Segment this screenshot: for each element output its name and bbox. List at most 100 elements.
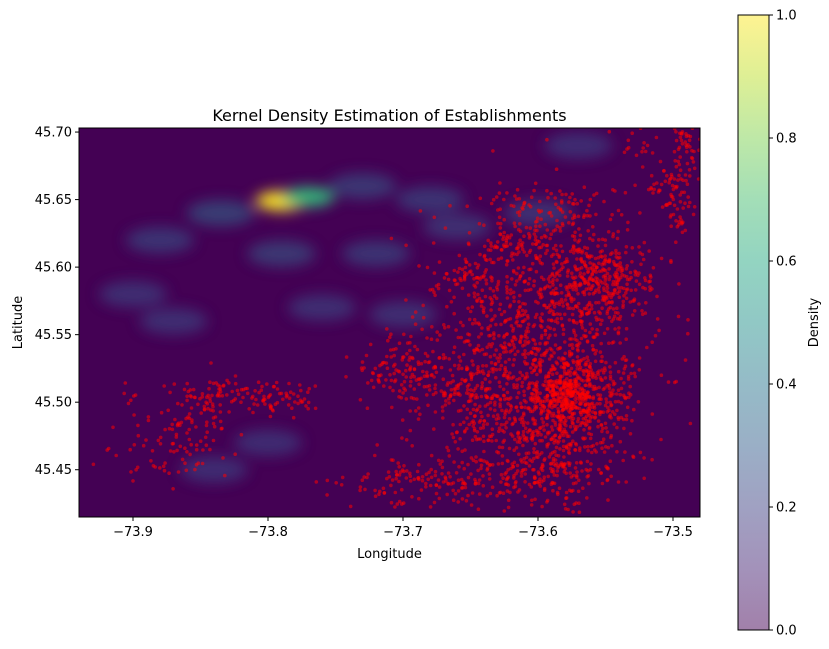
establishment-point [523,426,528,431]
establishment-point [545,416,550,420]
establishment-point [659,373,664,378]
establishment-point [391,388,395,393]
establishment-point [485,258,489,263]
establishment-point [516,391,521,395]
establishment-point [426,477,431,482]
establishment-point [625,282,629,287]
establishment-point [583,281,587,286]
establishment-point [530,261,535,266]
establishment-point [537,245,541,250]
establishment-point [551,229,556,233]
establishment-point [625,264,629,268]
establishment-point [534,242,539,246]
establishment-point [429,337,434,342]
establishment-point [420,478,425,483]
establishment-point [241,395,245,400]
establishment-point [531,346,536,351]
establishment-point [686,318,690,322]
establishment-point [183,446,187,451]
establishment-point [415,347,420,352]
establishment-point [486,413,490,418]
establishment-point [548,280,552,284]
establishment-point [561,448,566,453]
establishment-point [554,360,559,365]
establishment-point [525,253,529,258]
establishment-point [465,426,469,431]
establishment-point [624,417,629,422]
establishment-point [394,476,399,481]
establishment-point [502,217,507,222]
establishment-point [610,293,615,297]
establishment-point [549,368,554,372]
establishment-point [533,422,538,426]
establishment-point [607,300,611,304]
establishment-point [604,360,608,365]
establishment-point [576,247,581,252]
establishment-point [577,510,582,514]
establishment-point [492,353,497,357]
establishment-point [507,397,511,402]
establishment-point [578,271,583,275]
establishment-point [659,437,663,442]
establishment-point [377,492,381,497]
establishment-point [585,213,590,218]
establishment-point [444,479,448,483]
establishment-point [287,396,292,401]
establishment-point [602,286,606,290]
establishment-point [549,353,553,358]
establishment-point [218,419,223,424]
establishment-point [432,500,437,505]
establishment-point [505,390,510,395]
establishment-point [580,469,584,473]
establishment-point [496,282,500,287]
establishment-point [603,445,608,449]
establishment-point [254,397,258,402]
establishment-point [564,257,569,261]
establishment-point [531,324,536,329]
establishment-point [591,283,595,288]
establishment-point [448,368,453,372]
establishment-point [185,381,189,386]
establishment-point [599,377,603,382]
establishment-point [555,312,560,316]
establishment-point [574,461,579,465]
establishment-point [404,375,409,379]
establishment-point [574,481,578,485]
establishment-point [500,461,505,466]
establishment-point [445,272,449,276]
establishment-point [467,383,471,387]
establishment-point [621,303,625,307]
establishment-point [477,478,482,482]
establishment-point [622,294,626,298]
establishment-point [239,400,243,405]
establishment-point [585,279,590,284]
establishment-point [512,473,516,478]
establishment-point [410,372,415,377]
establishment-point [461,480,466,484]
establishment-point [475,266,480,270]
establishment-point [585,496,589,500]
establishment-point [457,363,461,368]
establishment-point [362,475,367,479]
establishment-point [513,224,517,229]
establishment-point [485,494,490,498]
establishment-point [552,441,556,445]
establishment-point [574,285,578,290]
establishment-point [314,480,319,484]
establishment-point [439,365,444,370]
density-peak [139,308,208,335]
establishment-point [549,437,553,442]
establishment-point [596,282,600,286]
establishment-point [481,426,486,430]
establishment-point [584,383,588,388]
establishment-point [440,405,445,409]
establishment-point [580,399,585,404]
establishment-point [641,257,646,262]
establishment-point [588,214,592,218]
establishment-point [417,264,421,268]
establishment-point [492,333,496,337]
establishment-point [522,393,527,398]
establishment-point [523,318,527,322]
establishment-point [554,248,559,253]
establishment-point [462,404,466,408]
